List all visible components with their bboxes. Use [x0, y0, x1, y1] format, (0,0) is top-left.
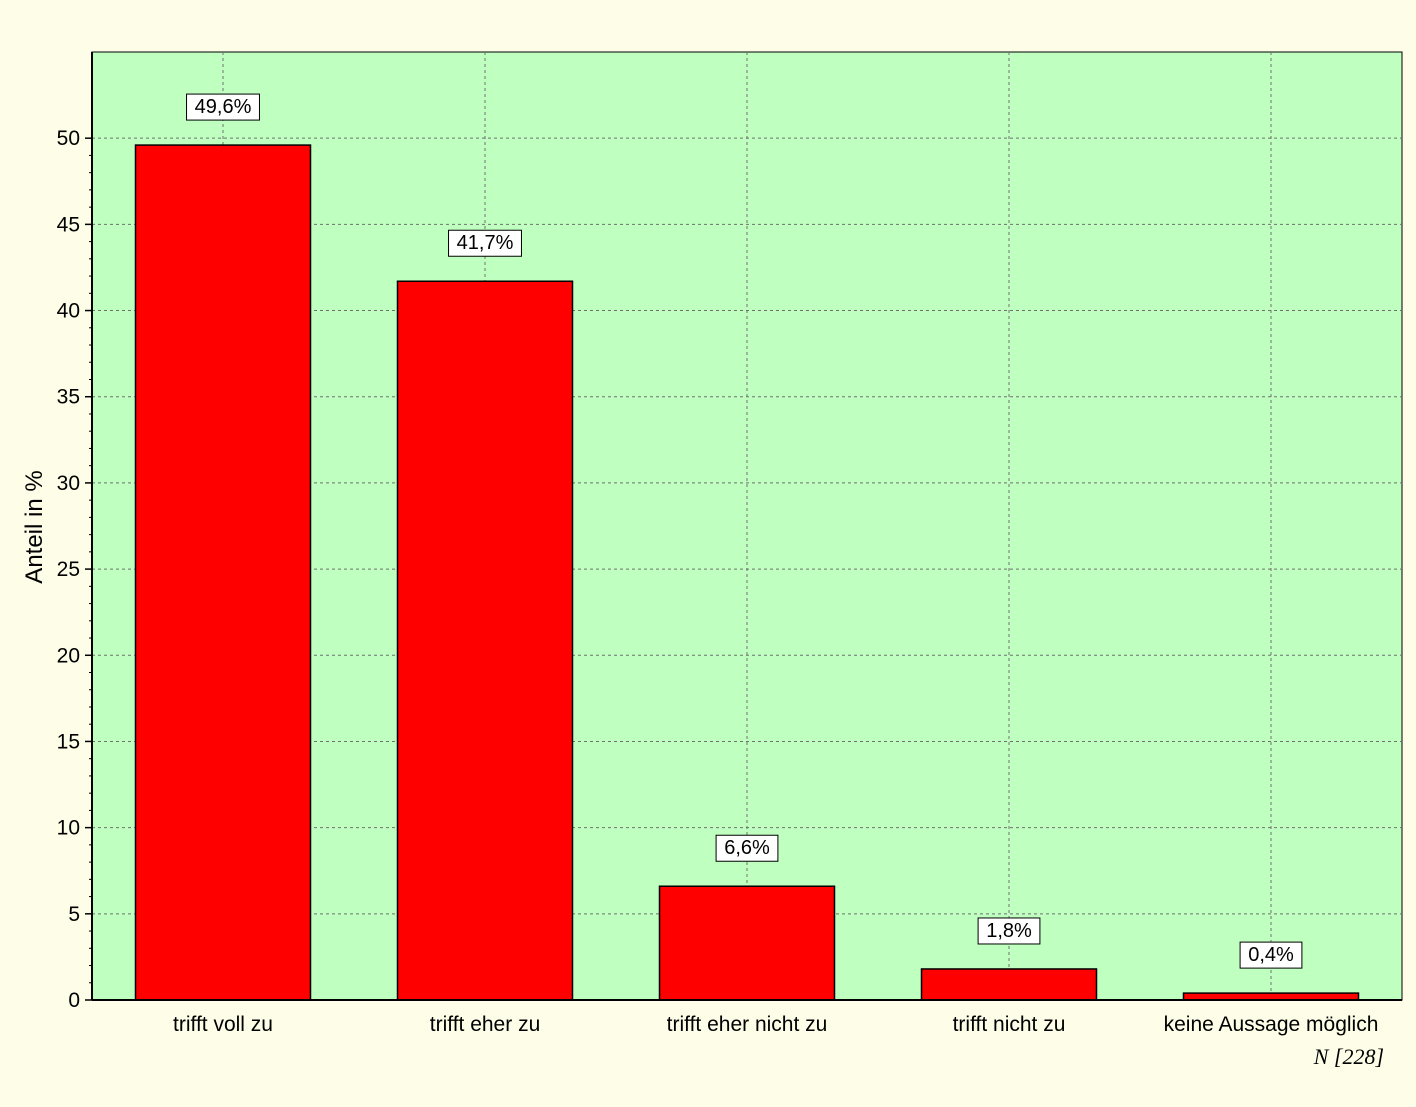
x-category-label: trifft eher nicht zu [667, 1013, 828, 1036]
y-axis-title: Anteil in % [21, 470, 48, 583]
y-tick-label: 10 [57, 817, 80, 840]
y-tick-label: 35 [57, 386, 80, 409]
bar-4 [920, 968, 1098, 1001]
data-label-4: 1,8% [977, 917, 1041, 945]
y-axis-ticks: 0 5 10 15 20 25 30 35 40 45 50 [57, 127, 92, 1012]
y-tick-label: 20 [57, 644, 80, 667]
y-tick-label: 25 [57, 558, 80, 581]
data-label-text: 1,8% [986, 920, 1032, 942]
bar-5 [1182, 992, 1360, 1001]
y-tick-label: 45 [57, 213, 80, 236]
y-tick-label: 40 [57, 300, 80, 323]
y-tick-label: 30 [57, 472, 80, 495]
bar-1 [134, 144, 312, 1001]
data-label-1: 49,6% [186, 93, 260, 121]
y-tick-label: 50 [57, 127, 80, 150]
data-label-2: 41,7% [448, 229, 522, 257]
data-label-box [1239, 941, 1303, 969]
data-label-box [448, 229, 522, 257]
x-category-label: trifft nicht zu [953, 1013, 1066, 1036]
x-category-label: trifft voll zu [173, 1013, 273, 1036]
y-tick-label: 0 [68, 989, 80, 1012]
data-label-text: 41,7% [457, 232, 514, 254]
data-label-box [715, 834, 779, 862]
x-category-label: keine Aussage möglich [1164, 1013, 1379, 1036]
data-label-text: 0,4% [1248, 944, 1294, 966]
x-category-label: trifft eher zu [430, 1013, 541, 1036]
data-label-box [186, 93, 260, 121]
data-label-box [977, 917, 1041, 945]
data-label-text: 49,6% [195, 96, 252, 118]
data-label-text: 6,6% [724, 837, 770, 859]
y-tick-label: 5 [68, 903, 80, 926]
y-tick-label: 15 [57, 730, 80, 753]
sample-size-note: N [228] [1313, 1044, 1384, 1069]
x-axis-labels: trifft voll zu trifft eher zu trifft eher … [173, 1013, 1378, 1036]
bar-3 [658, 885, 836, 1001]
data-label-5: 0,4% [1239, 941, 1303, 969]
bar-2 [396, 280, 574, 1001]
data-labels: 49,6% 41,7% 6,6% 1,8% 0,4% [186, 93, 1303, 969]
axes [91, 52, 1402, 1001]
data-label-3: 6,6% [715, 834, 779, 862]
